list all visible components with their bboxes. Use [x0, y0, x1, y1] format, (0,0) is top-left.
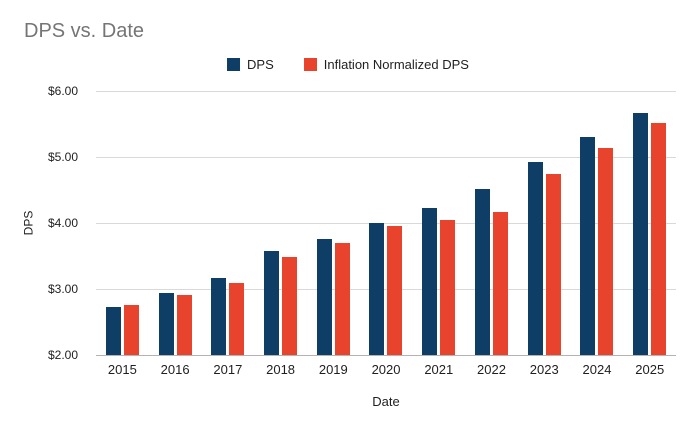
bar-group-2025 [633, 91, 667, 355]
bar-group-2015 [105, 91, 139, 355]
bar-group-2016 [158, 91, 192, 355]
y-tick-6: $6.00 [47, 84, 78, 98]
x-tick-2020: 2020 [371, 362, 401, 377]
bar-dps-2015 [105, 306, 121, 355]
bar-inflation-normalized-dps-2022 [492, 211, 508, 355]
x-tick-2018: 2018 [266, 362, 296, 377]
legend-item-dps: DPS [227, 57, 274, 72]
gridline-4 [96, 223, 676, 224]
x-axis-title: Date [372, 394, 400, 409]
chart-title: DPS vs. Date [24, 20, 145, 42]
bar-inflation-normalized-dps-2015 [123, 304, 139, 355]
legend-item-inflation-normalized-dps: Inflation Normalized DPS [303, 57, 469, 72]
gridline-5 [96, 157, 676, 158]
bar-group-2019 [316, 91, 350, 355]
x-tick-2017: 2017 [213, 362, 243, 377]
bar-inflation-normalized-dps-2016 [176, 294, 192, 355]
bar-group-2021 [422, 91, 456, 355]
y-tick-5: $5.00 [47, 150, 78, 164]
y-axis-tick-labels: $2.00 $3.00 $4.00 $5.00 $6.00 [26, 84, 86, 362]
gridline-3 [96, 289, 676, 290]
bar-group-2020 [369, 91, 403, 355]
bar-inflation-normalized-dps-2018 [282, 256, 298, 355]
bar-group-2023 [527, 91, 561, 355]
y-tick-3: $3.00 [47, 282, 78, 296]
bar-inflation-normalized-dps-2019 [334, 242, 350, 355]
x-tick-2024: 2024 [582, 362, 612, 377]
legend-swatch-inflation-normalized-dps [303, 58, 317, 71]
bar-dps-2018 [264, 251, 280, 355]
bar-dps-2016 [158, 292, 174, 355]
bar-dps-2020 [369, 223, 385, 355]
bar-inflation-normalized-dps-2021 [440, 219, 456, 355]
y-tick-2: $2.00 [47, 348, 78, 362]
x-tick-2023: 2023 [529, 362, 559, 377]
bar-dps-2024 [580, 136, 596, 355]
x-tick-2015: 2015 [107, 362, 137, 377]
bar-group-2017 [211, 91, 245, 355]
bar-dps-2025 [633, 112, 649, 355]
bar-dps-2023 [527, 161, 543, 355]
bar-inflation-normalized-dps-2023 [545, 173, 561, 355]
legend-label-inflation-normalized-dps: Inflation Normalized DPS [323, 57, 469, 72]
x-axis-tick-labels: 2015 2016 2017 2018 2019 2020 2021 2022 2023 2024… [96, 362, 676, 377]
gridline-6 [96, 91, 676, 92]
y-tick-4: $4.00 [47, 216, 78, 230]
bar-group-2018 [264, 91, 298, 355]
x-tick-2022: 2022 [477, 362, 506, 377]
bar-inflation-normalized-dps-2020 [387, 226, 403, 355]
x-tick-2019: 2019 [318, 362, 348, 377]
legend: DPS Inflation Normalized DPS [227, 57, 469, 72]
legend-label-dps: DPS [247, 57, 274, 72]
bar-inflation-normalized-dps-2017 [229, 283, 245, 355]
x-tick-2016: 2016 [160, 362, 190, 377]
x-tick-2021: 2021 [424, 362, 454, 377]
bar-group-2024 [580, 91, 614, 355]
bar-dps-2017 [211, 278, 227, 355]
bar-dps-2021 [422, 208, 438, 355]
bar-dps-2019 [316, 238, 332, 355]
bar-inflation-normalized-dps-2025 [651, 123, 667, 355]
legend-swatch-dps [227, 58, 241, 71]
x-tick-2025: 2025 [635, 362, 665, 377]
bar-group-2022 [474, 91, 508, 355]
bar-inflation-normalized-dps-2024 [598, 148, 614, 355]
bar-dps-2022 [474, 189, 490, 355]
plot-area [96, 91, 676, 356]
